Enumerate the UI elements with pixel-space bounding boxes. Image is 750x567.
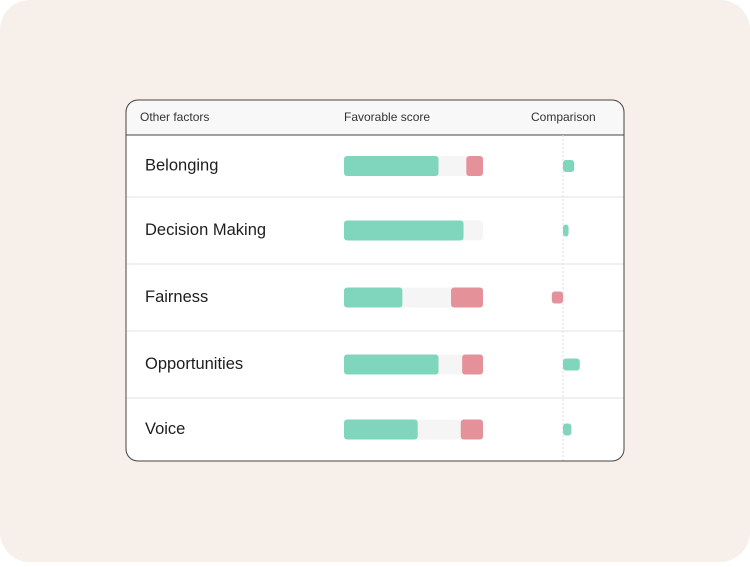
comparison-bar [563, 423, 572, 436]
comparison-bar [563, 160, 575, 172]
unfavorable-bar [451, 287, 483, 308]
header-cell: Other factors [140, 110, 209, 124]
comparison-bar [551, 291, 563, 304]
favorable-bar [344, 220, 464, 241]
row-label: Decision Making [145, 221, 266, 239]
comparison-bar [563, 224, 569, 237]
card-body [126, 100, 624, 461]
card-border [125, 99, 625, 462]
header-cell: Favorable score [344, 110, 430, 124]
favorable-bar [344, 354, 439, 375]
row-label: Opportunities [145, 355, 243, 373]
card [126, 100, 624, 461]
unfavorable-bar [466, 156, 483, 176]
header-cell: Comparison [531, 110, 596, 124]
favorable-bar [344, 156, 439, 176]
row-label: Belonging [145, 156, 218, 174]
favorable-bar [344, 419, 418, 440]
header-row [126, 100, 624, 135]
row-label: Fairness [145, 288, 208, 306]
comparison-bar [563, 358, 580, 371]
favorable-bar [344, 287, 403, 308]
row-label: Voice [145, 420, 185, 438]
unfavorable-bar [460, 419, 483, 440]
unfavorable-bar [462, 354, 483, 375]
